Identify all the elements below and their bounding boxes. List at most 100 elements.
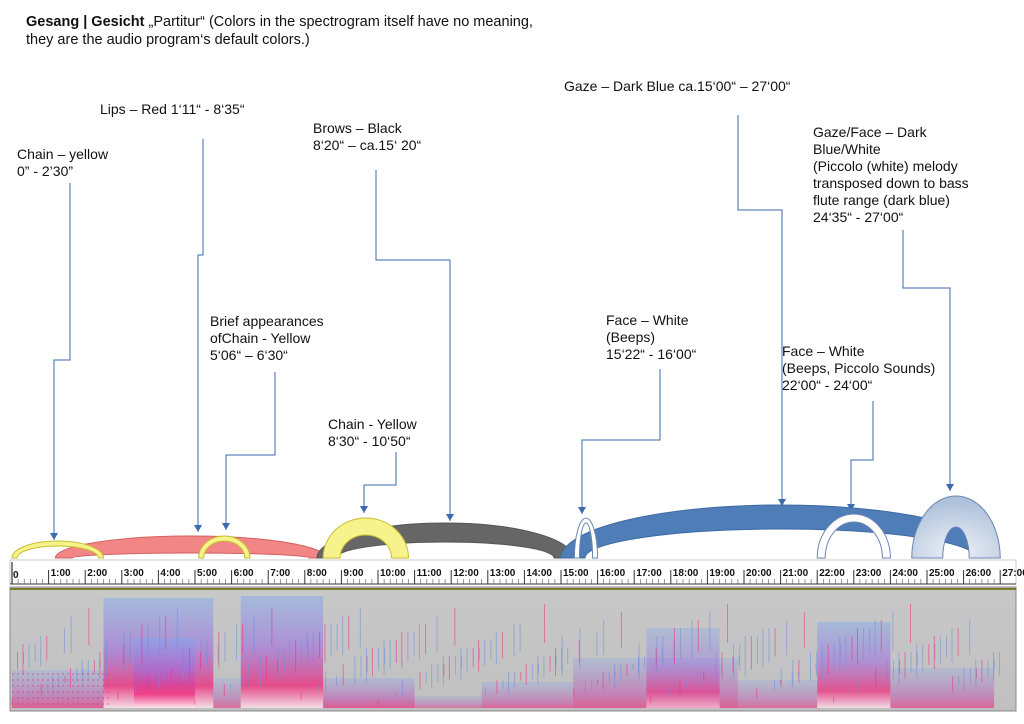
chain-yellow-arc — [11, 540, 105, 559]
tick-label: 16:00 — [600, 568, 626, 579]
annotation-line: Gaze – Dark Blue ca.15‘00“ – 27‘00“ — [564, 78, 791, 94]
tick-label: 25:00 — [929, 568, 955, 579]
tick-label: 27:00 — [1002, 568, 1024, 579]
spectral-band — [737, 680, 818, 708]
annotation-line: 8‘30“ - 10‘50“ — [328, 433, 411, 449]
gaze-face-blue-white-arc — [911, 495, 1001, 559]
tick-label: 14:00 — [526, 568, 552, 579]
tick-label: 1:00 — [51, 568, 71, 579]
annotation-line: 8‘20“ – ca.15‘ 20“ — [313, 137, 422, 153]
connector-face-1-arrow — [578, 507, 586, 514]
annotation-line: Lips – Red 1‘11“ - 8‘35“ — [100, 101, 245, 117]
connector-brows-arrow — [446, 514, 454, 521]
connector-lines — [50, 115, 954, 540]
chain-brief-arc — [198, 535, 251, 559]
tick-label: 12:00 — [453, 568, 479, 579]
annotation-line: Face – White — [606, 312, 689, 328]
annotation-face-2: Face – White (Beeps, Piccolo Sounds) 22‘00… — [782, 343, 935, 394]
annotation-line: 5‘06“ – 6‘30“ — [210, 347, 288, 363]
spectrogram — [9, 586, 1017, 712]
annotation-line: 0” - 2’30” — [17, 163, 74, 179]
spectral-band — [414, 696, 482, 708]
connector-chain-1 — [53, 183, 71, 540]
spectral-band — [12, 670, 104, 708]
tick-label: 17:00 — [636, 568, 662, 579]
tick-label: 8:00 — [307, 568, 327, 579]
annotation-line: Brows – Black — [313, 120, 402, 136]
tick-label: 4:00 — [160, 568, 180, 579]
tick-label: 6:00 — [234, 568, 254, 579]
annotation-line: transposed down to bass — [813, 175, 969, 191]
tick-label: 20:00 — [746, 568, 772, 579]
annotation-line: (Beeps) — [606, 329, 656, 345]
tick-label: 24:00 — [892, 568, 918, 579]
spectral-band — [134, 638, 195, 708]
connector-face-1 — [581, 369, 661, 514]
tick-label: 7:00 — [270, 568, 290, 579]
tick-label: 13:00 — [490, 568, 516, 579]
timeline-ruler: 0 1:00 2:00 3:00 4:00 5:00 6:00 7:00 8:00 9:00 10:… — [9, 559, 1024, 585]
annotation-face-1: Face – White (Beeps) 15‘22“ - 16‘00“ — [606, 312, 696, 363]
tick-label: 2:00 — [87, 568, 107, 579]
annotation-line: 22‘00“ - 24‘00“ — [782, 377, 873, 393]
tick-label: 5:00 — [197, 568, 217, 579]
tick-label: 23:00 — [856, 568, 882, 579]
connector-chain-1-arrow — [50, 533, 58, 540]
connector-face-2 — [850, 401, 874, 511]
annotation-line: 24‘35“ - 27‘00“ — [813, 209, 904, 225]
spectral-band — [240, 596, 324, 708]
connector-chain-brief-arrow — [222, 523, 230, 530]
annotation-chain-brief: Brief appearances ofChain - Yellow 5‘06“ –… — [210, 313, 324, 364]
connector-chain-brief — [225, 372, 276, 530]
tick-label: 18:00 — [673, 568, 699, 579]
face-white-beeps-arc — [573, 517, 599, 559]
annotation-line: Gaze/Face – Dark — [813, 124, 927, 140]
tick-label: 3:00 — [124, 568, 144, 579]
annotation-line: ofChain - Yellow — [210, 330, 311, 346]
annotation-line: (Piccolo (white) melody — [813, 158, 958, 174]
connector-gaze-arrow — [778, 499, 786, 506]
arcs-layer — [11, 495, 1001, 559]
page-title: Gesang | Gesicht „Partitur“ (Colors in t… — [26, 13, 546, 49]
tick-label: 22:00 — [819, 568, 845, 579]
tick-start-label: 0 — [13, 570, 19, 581]
annotation-chain-2: Chain - Yellow 8‘30“ - 10‘50“ — [328, 416, 417, 450]
annotation-line: flute range (dark blue) — [813, 192, 950, 208]
annotation-line: 15‘22“ - 16‘00“ — [606, 346, 697, 362]
annotation-gaze-face: Gaze/Face – Dark Blue/White (Piccolo (whit… — [813, 124, 969, 226]
spectral-band — [481, 682, 574, 708]
annotation-line: Face – White — [782, 343, 865, 359]
annotation-brows: Brows – Black 8‘20“ – ca.15‘ 20“ — [313, 120, 421, 154]
lips-red-arc — [54, 535, 327, 559]
spectral-band — [890, 668, 995, 708]
title-subtitle: „Partitur“ (Colors in the spectrogram it… — [26, 14, 533, 48]
tick-label: 19:00 — [709, 568, 735, 579]
annotation-lips: Lips – Red 1‘11“ - 8‘35“ — [100, 101, 244, 118]
annotation-line: Chain – yellow — [17, 146, 109, 162]
annotation-line: Chain - Yellow — [328, 416, 417, 432]
annotation-chain-1: Chain – yellow 0” - 2’30” — [17, 146, 108, 180]
connector-brows — [375, 170, 451, 521]
tick-label: 26:00 — [966, 568, 992, 579]
connector-chain-2-arrow — [360, 506, 368, 513]
tick-label: 15:00 — [563, 568, 589, 579]
chain-yellow-arc-2 — [322, 517, 410, 559]
spectral-band — [817, 622, 891, 708]
face-white-piccolo-arc — [816, 513, 891, 559]
spectral-band — [213, 678, 241, 708]
connector-chain-2 — [363, 452, 397, 513]
connector-lips — [197, 139, 204, 532]
tick-label: 11:00 — [417, 568, 442, 579]
annotation-line: Blue/White — [813, 141, 881, 157]
spectral-band — [646, 628, 720, 708]
spectral-band — [323, 678, 415, 708]
annotation-line: Brief appearances — [210, 313, 324, 329]
tick-label: 10:00 — [380, 568, 406, 579]
title-bold: Gesang | Gesicht — [26, 14, 145, 30]
tick-label: 9:00 — [343, 568, 363, 579]
tick-label: 21:00 — [783, 568, 809, 579]
connector-gaze-face-arrow — [946, 484, 954, 491]
connector-gaze — [737, 115, 783, 506]
connector-gaze-face — [902, 230, 951, 491]
